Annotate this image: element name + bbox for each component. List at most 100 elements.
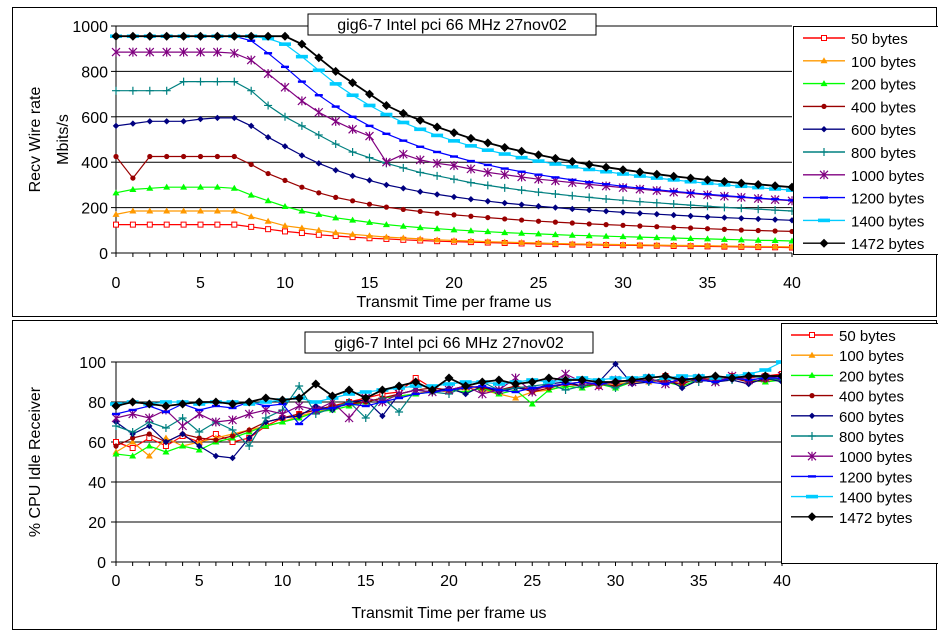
data-point xyxy=(180,207,188,214)
data-point xyxy=(197,207,204,214)
data-point xyxy=(711,380,720,384)
data-point xyxy=(502,216,508,222)
data-point xyxy=(196,47,205,57)
data-point xyxy=(162,86,171,95)
legend-marker xyxy=(820,126,828,133)
data-point xyxy=(719,176,729,186)
data-point xyxy=(128,397,138,407)
data-point xyxy=(161,401,171,411)
data-point xyxy=(163,221,170,228)
data-point xyxy=(484,198,491,205)
data-point xyxy=(527,377,537,387)
data-point xyxy=(771,243,779,250)
x-axis-label: Transmit Time per frame us xyxy=(351,605,546,622)
legend-marker xyxy=(808,371,816,378)
data-point xyxy=(378,400,387,404)
data-point xyxy=(619,209,627,216)
data-point xyxy=(687,242,695,249)
data-point xyxy=(551,239,559,246)
data-point xyxy=(315,210,323,217)
data-point xyxy=(736,178,746,188)
data-point xyxy=(344,385,354,395)
data-point xyxy=(298,152,306,159)
data-point xyxy=(535,239,542,246)
legend-item: 1400 bytes xyxy=(791,490,912,507)
data-point xyxy=(432,158,442,168)
legend-label: 1472 bytes xyxy=(839,510,912,527)
data-point xyxy=(315,226,323,233)
data-point xyxy=(147,153,153,160)
data-point xyxy=(112,210,120,217)
data-point xyxy=(500,167,509,170)
data-point xyxy=(644,373,654,383)
legend-marker xyxy=(808,412,816,419)
legend-label: 800 bytes xyxy=(839,429,904,446)
data-point xyxy=(416,224,424,231)
data-point xyxy=(535,203,542,210)
chart-title-box xyxy=(304,331,594,354)
data-point xyxy=(381,157,391,167)
data-point xyxy=(414,127,427,132)
data-point xyxy=(661,382,670,386)
data-point xyxy=(753,179,763,189)
legend-label: 50 bytes xyxy=(839,328,896,345)
legend-marker xyxy=(820,196,828,199)
data-point xyxy=(566,164,579,169)
data-point xyxy=(636,210,644,217)
data-point xyxy=(263,31,273,41)
data-point xyxy=(602,232,610,239)
data-point xyxy=(585,240,593,247)
y-tick-label: 100 xyxy=(79,355,106,372)
data-point xyxy=(759,368,772,372)
y-tick-label: 0 xyxy=(97,555,106,572)
data-point xyxy=(484,238,492,245)
data-point xyxy=(518,201,525,208)
data-point xyxy=(145,442,153,449)
data-point xyxy=(315,160,322,167)
data-point xyxy=(162,448,170,455)
data-point xyxy=(294,401,304,411)
data-point xyxy=(161,410,170,414)
x-tick-label: 10 xyxy=(274,573,292,590)
data-point xyxy=(450,155,458,158)
data-point xyxy=(309,400,322,404)
x-tick-label: 35 xyxy=(699,275,717,292)
legend-marker xyxy=(808,432,816,440)
data-point xyxy=(331,105,340,108)
data-point xyxy=(528,400,536,407)
legend-label: 1400 bytes xyxy=(839,490,912,507)
legend-label: 200 bytes xyxy=(851,77,916,94)
data-point xyxy=(551,231,559,238)
legend-marker xyxy=(821,103,827,109)
data-point xyxy=(602,194,611,203)
legend-marker xyxy=(809,393,815,399)
data-point xyxy=(297,121,306,130)
data-point xyxy=(677,375,687,385)
data-point xyxy=(348,124,358,134)
data-point xyxy=(331,116,341,126)
legend-item: 1400 bytes xyxy=(803,213,924,230)
data-point xyxy=(345,402,354,406)
data-point xyxy=(755,215,762,223)
data-point xyxy=(448,139,460,143)
data-point xyxy=(248,223,255,230)
data-point xyxy=(245,442,254,450)
data-point xyxy=(483,138,493,148)
x-tick-label: 5 xyxy=(195,573,204,590)
data-point xyxy=(366,201,373,207)
data-point xyxy=(129,438,137,445)
data-point xyxy=(314,107,324,117)
data-point xyxy=(620,222,626,228)
data-point xyxy=(585,180,594,184)
data-point xyxy=(494,388,503,392)
data-point xyxy=(737,236,745,243)
data-point xyxy=(652,198,661,207)
data-point xyxy=(451,212,457,218)
data-point xyxy=(483,163,492,167)
y-tick-label: 800 xyxy=(81,64,108,81)
data-point xyxy=(433,225,441,232)
data-point xyxy=(346,93,359,98)
data-point xyxy=(466,164,476,174)
data-point xyxy=(112,189,120,196)
data-point xyxy=(195,428,204,436)
